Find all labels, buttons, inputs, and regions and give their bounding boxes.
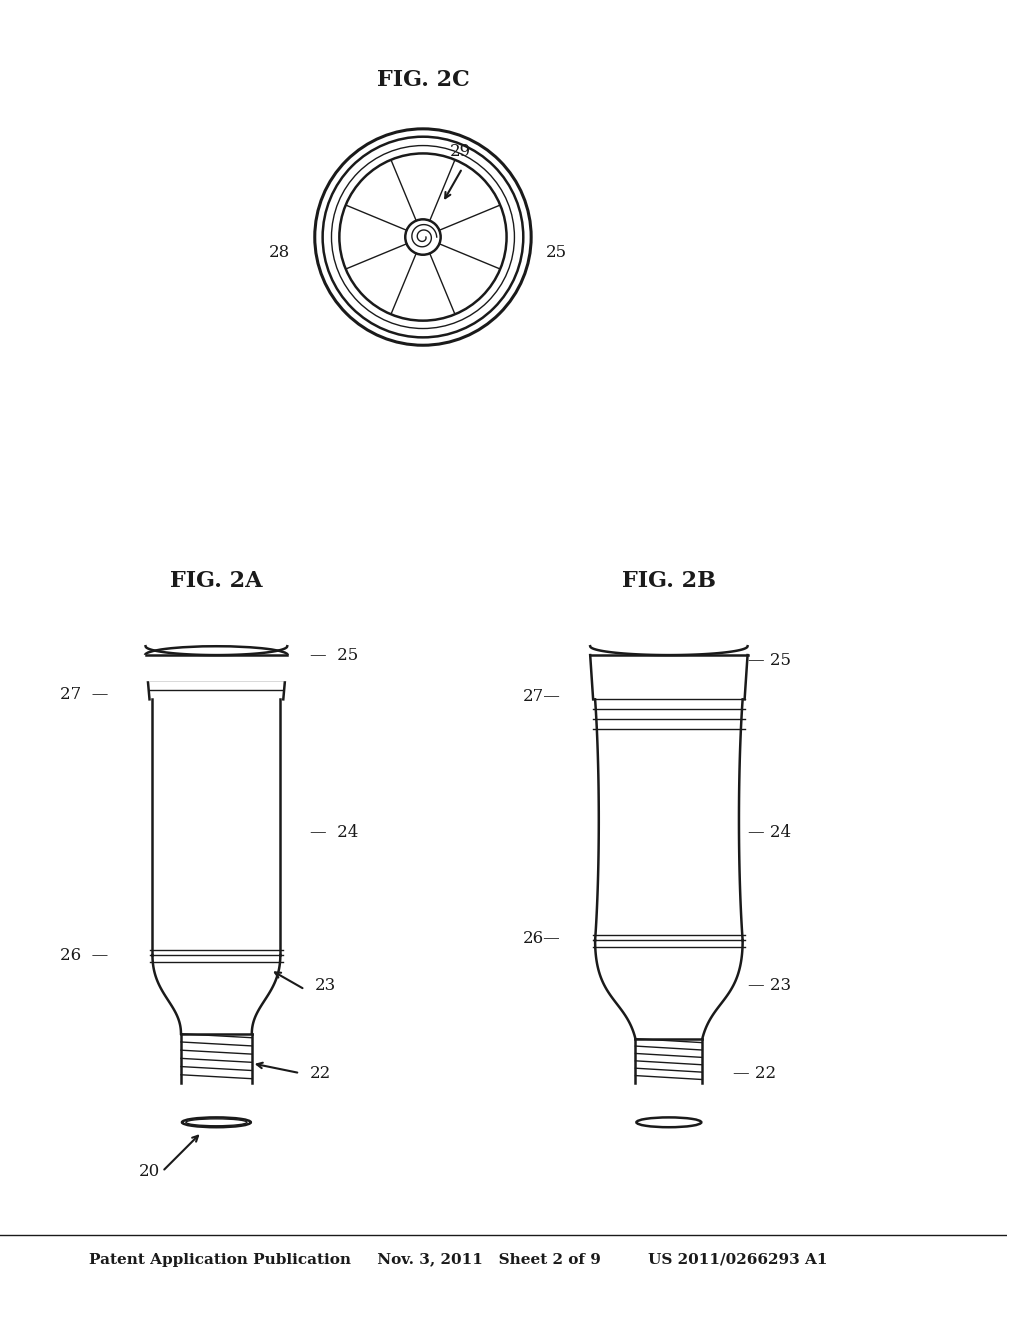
Text: FIG. 2C: FIG. 2C (377, 69, 469, 91)
Text: — 22: — 22 (733, 1065, 776, 1082)
Text: FIG. 2B: FIG. 2B (622, 570, 716, 593)
Text: 25: 25 (546, 244, 567, 261)
Text: 27  —: 27 — (59, 686, 109, 704)
Text: 20: 20 (139, 1163, 160, 1180)
Text: — 24: — 24 (748, 824, 791, 841)
Text: 26  —: 26 — (60, 946, 109, 964)
Text: —  24: — 24 (310, 824, 358, 841)
Text: 27—: 27— (523, 688, 561, 705)
Text: 28: 28 (269, 244, 290, 261)
Text: —  25: — 25 (310, 647, 358, 664)
Text: 29: 29 (450, 144, 471, 161)
Text: 23: 23 (314, 977, 336, 994)
Text: 26—: 26— (523, 931, 561, 948)
Text: FIG. 2A: FIG. 2A (170, 570, 262, 593)
Text: — 23: — 23 (748, 977, 791, 994)
Text: — 25: — 25 (748, 652, 791, 669)
Text: Patent Application Publication     Nov. 3, 2011   Sheet 2 of 9         US 2011/0: Patent Application Publication Nov. 3, 2… (88, 1253, 827, 1267)
Text: 22: 22 (310, 1065, 331, 1082)
